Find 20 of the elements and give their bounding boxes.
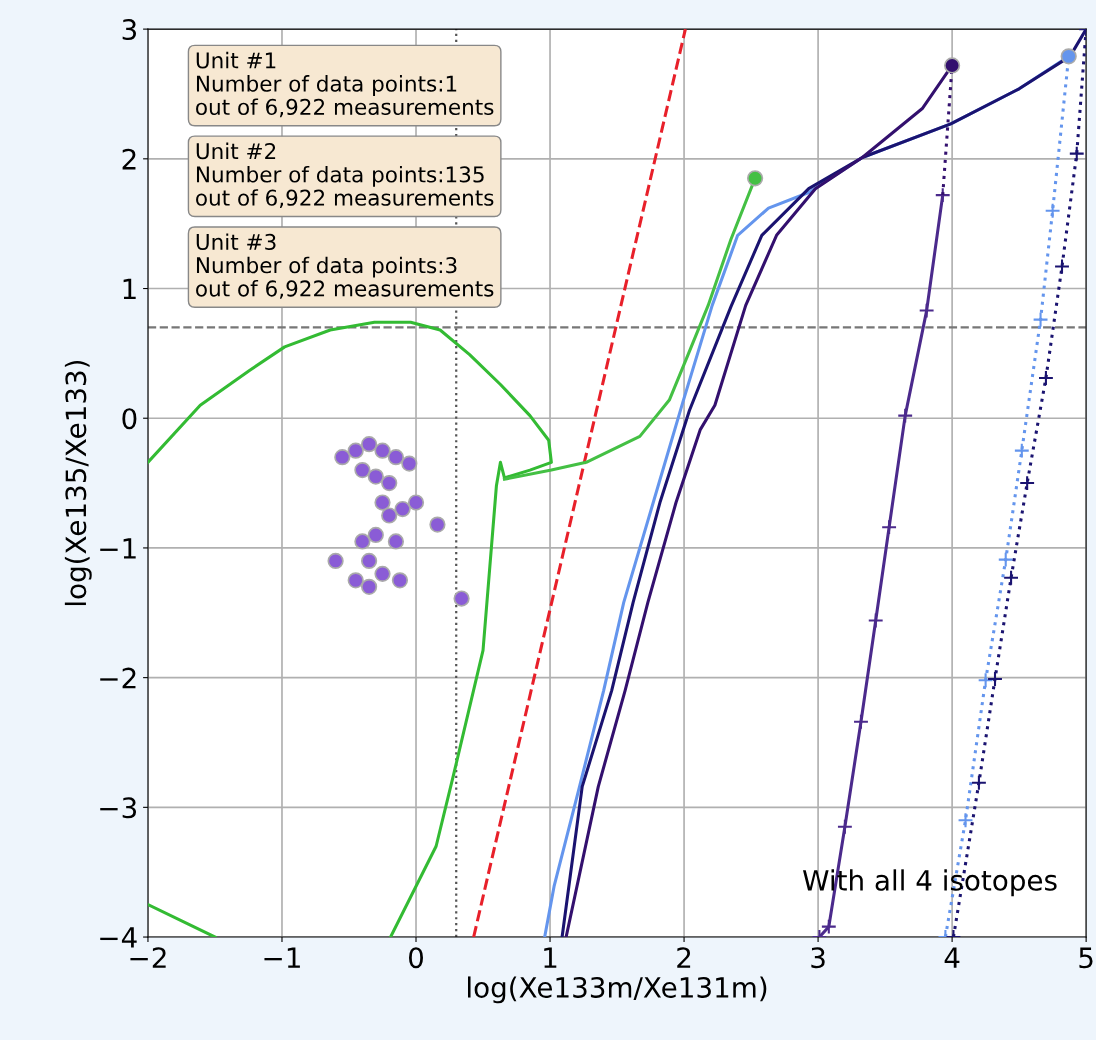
x-axis-title: log(Xe133m/Xe131m) <box>468 976 767 1004</box>
annotation: Unit #3 Number of data points:3 out of 6,922 measurements <box>196 233 494 299</box>
annotation: Unit #1 Number of data points:1 out of 6,922 measurements <box>196 51 494 118</box>
x-tick-label: 4 <box>944 947 960 968</box>
y-tick-label: −4 <box>100 927 137 948</box>
x-tick-label: 5 <box>1079 947 1093 969</box>
annotation: Unit #2 Number of data points:135 out of 6,922 measurements <box>196 142 494 209</box>
x-tick-label: 1 <box>544 947 557 968</box>
y-tick-label: −3 <box>100 797 137 819</box>
y-tick-label: 3 <box>122 19 137 41</box>
y-tick-label: −2 <box>100 667 136 689</box>
y-tick-label: 2 <box>122 148 136 170</box>
y-tick-label: 1 <box>123 278 136 300</box>
x-tick-label: 0 <box>409 947 423 969</box>
y-tick-label: −1 <box>100 538 136 559</box>
x-tick-label: 3 <box>811 947 825 969</box>
y-tick-label: 0 <box>122 408 137 430</box>
x-tick-label: 2 <box>677 947 691 968</box>
y-axis-title: log(Xe135/Xe133) <box>64 360 92 606</box>
x-tick-label: −1 <box>264 947 300 968</box>
